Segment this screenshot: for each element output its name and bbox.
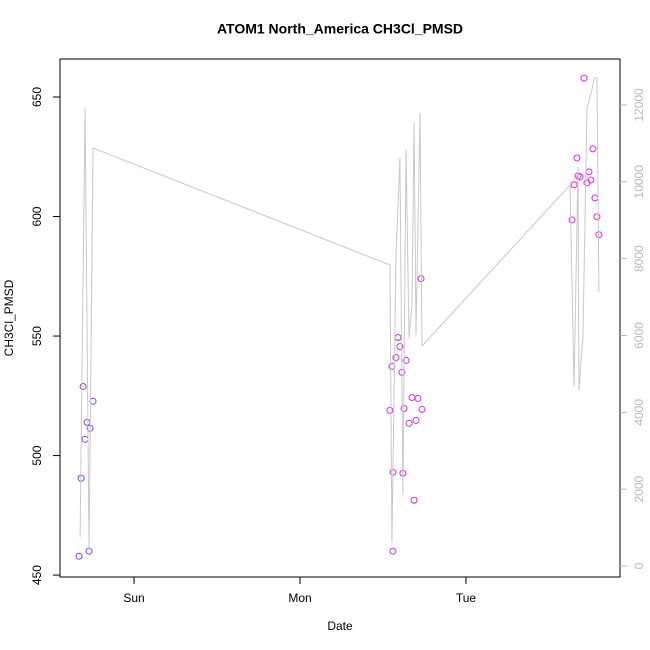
data-point (593, 213, 601, 221)
chart-title: ATOM1 North_America CH3Cl_PMSD (217, 21, 463, 37)
data-point (402, 356, 410, 364)
y2-tick-label: 12000 (632, 88, 646, 122)
data-point (79, 382, 87, 390)
y2-tick-label: 8000 (632, 245, 646, 272)
series-line (79, 77, 600, 551)
data-point (418, 405, 426, 413)
y-tick-label: 600 (30, 206, 44, 226)
data-point (405, 419, 413, 427)
data-point (591, 194, 599, 202)
x-axis-label: Date (327, 619, 353, 633)
y2-tick-label: 2000 (632, 475, 646, 502)
x-tick-label: Mon (288, 591, 311, 605)
data-point (412, 416, 420, 424)
data-point (580, 74, 588, 82)
data-point (585, 168, 593, 176)
data-point (75, 552, 83, 560)
y2-tick-label: 0 (632, 562, 646, 569)
data-point (410, 496, 418, 504)
plot-frame (59, 58, 621, 578)
data-point (392, 354, 400, 362)
data-point (576, 173, 584, 181)
data-point (570, 181, 578, 189)
data-point (587, 176, 595, 184)
data-point (573, 154, 581, 162)
y-tick-label: 650 (30, 87, 44, 107)
data-point (408, 393, 416, 401)
data-point (414, 394, 422, 402)
y-tick-label: 450 (30, 565, 44, 585)
data-point (83, 418, 91, 426)
y2-tick-label: 10000 (632, 165, 646, 199)
y-tick-label: 500 (30, 445, 44, 465)
data-point (396, 343, 404, 351)
y2-tick-label: 6000 (632, 322, 646, 349)
data-point (386, 406, 394, 414)
x-tick-label: Sun (123, 591, 144, 605)
data-point (81, 435, 89, 443)
data-point (589, 145, 597, 153)
data-point (389, 547, 397, 555)
data-point (568, 216, 576, 224)
data-point (388, 362, 396, 370)
data-point (595, 231, 603, 239)
x-tick-label: Tue (456, 591, 477, 605)
y-tick-label: 550 (30, 326, 44, 346)
data-point (394, 333, 402, 341)
y-axis-label: CH3Cl_PMSD (2, 279, 16, 356)
y2-tick-label: 4000 (632, 399, 646, 426)
